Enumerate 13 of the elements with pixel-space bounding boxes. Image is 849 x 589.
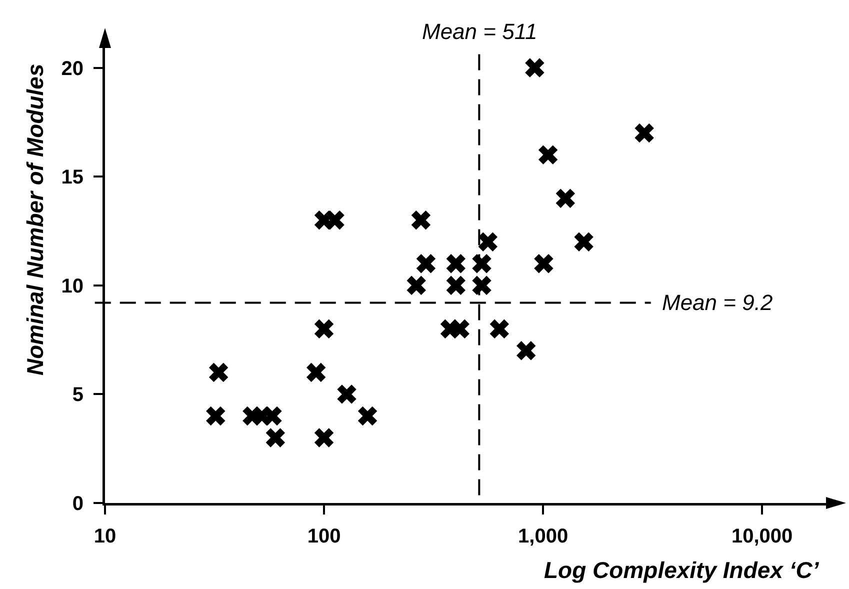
x-tick-label: 100 (307, 526, 341, 548)
ref-line-label: Mean = 511 (422, 19, 538, 44)
y-tick-label: 5 (72, 384, 84, 406)
y-tick-label: 10 (61, 275, 84, 298)
x-tick-label: 10 (94, 526, 116, 548)
y-tick-label: 20 (61, 58, 84, 80)
x-axis-title: Log Complexity Index ‘C’ (544, 557, 820, 583)
y-tick-label: 0 (72, 493, 84, 515)
y-axis-title: Nominal Number of Modules (22, 64, 48, 376)
x-tick-label: 1,000 (518, 526, 568, 548)
x-tick-label: 10,000 (731, 526, 793, 548)
y-tick-label: 15 (61, 166, 84, 189)
ref-line-label: Mean = 9.2 (662, 290, 773, 315)
